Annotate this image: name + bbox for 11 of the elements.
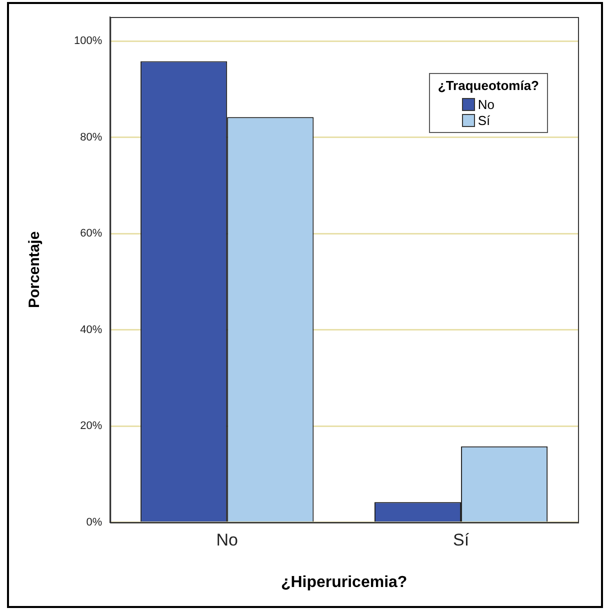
legend-label: No — [478, 96, 494, 112]
y-axis-title: Porcentaje — [26, 231, 44, 308]
y-tick-label: 40% — [80, 324, 102, 336]
y-tick-label: 60% — [80, 228, 102, 240]
y-tick-label: 20% — [80, 420, 102, 432]
legend-title: ¿Traqueotomía? — [438, 78, 539, 93]
y-tick-label: 0% — [86, 516, 102, 528]
x-axis-title: ¿Hiperuricemia? — [280, 574, 408, 591]
y-tick-label: 100% — [74, 35, 102, 48]
y-tick-label: 80% — [80, 131, 102, 144]
legend-label: Sí — [478, 112, 490, 128]
